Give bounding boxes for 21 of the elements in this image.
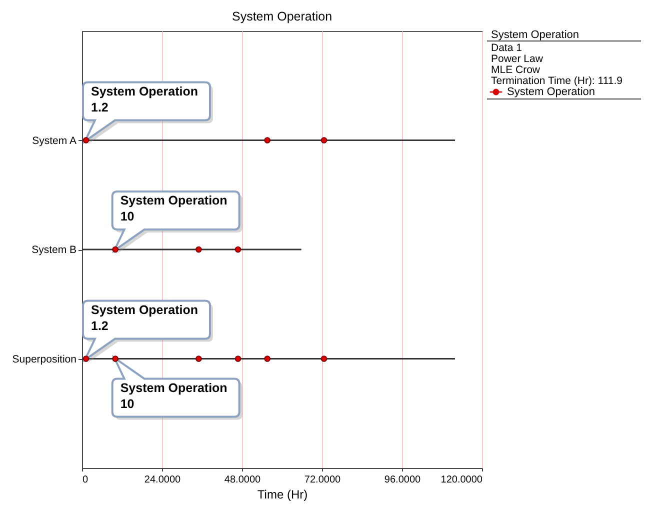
x-tick-label: 0 bbox=[82, 474, 88, 486]
x-axis-title: Time (Hr) bbox=[257, 488, 308, 502]
legend-label: System Operation bbox=[507, 86, 596, 98]
x-tick-label: 72.0000 bbox=[304, 474, 342, 486]
y-tick-label: System B bbox=[32, 244, 76, 256]
text: Power Law bbox=[491, 53, 544, 65]
x-tick-label: 120.0000 bbox=[440, 474, 483, 486]
x-tick-label: 48.0000 bbox=[224, 474, 262, 486]
data-label: System Operation 1.2 bbox=[91, 84, 198, 114]
data-label: System Operation 10 bbox=[120, 380, 228, 411]
legend-title: System Operation bbox=[491, 29, 580, 41]
text: Data 1 bbox=[491, 42, 522, 54]
y-tick-label: Superposition bbox=[12, 353, 77, 366]
data-label: System Operation 1.2 bbox=[91, 302, 198, 333]
data-label: System Operation 10 bbox=[120, 194, 228, 224]
text: MLE Crow bbox=[491, 64, 540, 76]
x-tick-label: 24.0000 bbox=[144, 474, 182, 486]
text: Termination Time (Hr): 111.9 bbox=[491, 75, 623, 87]
y-tick-label: System A bbox=[32, 134, 76, 147]
chart-title: System Operation bbox=[232, 10, 332, 24]
x-tick-label: 96.0000 bbox=[384, 474, 422, 486]
